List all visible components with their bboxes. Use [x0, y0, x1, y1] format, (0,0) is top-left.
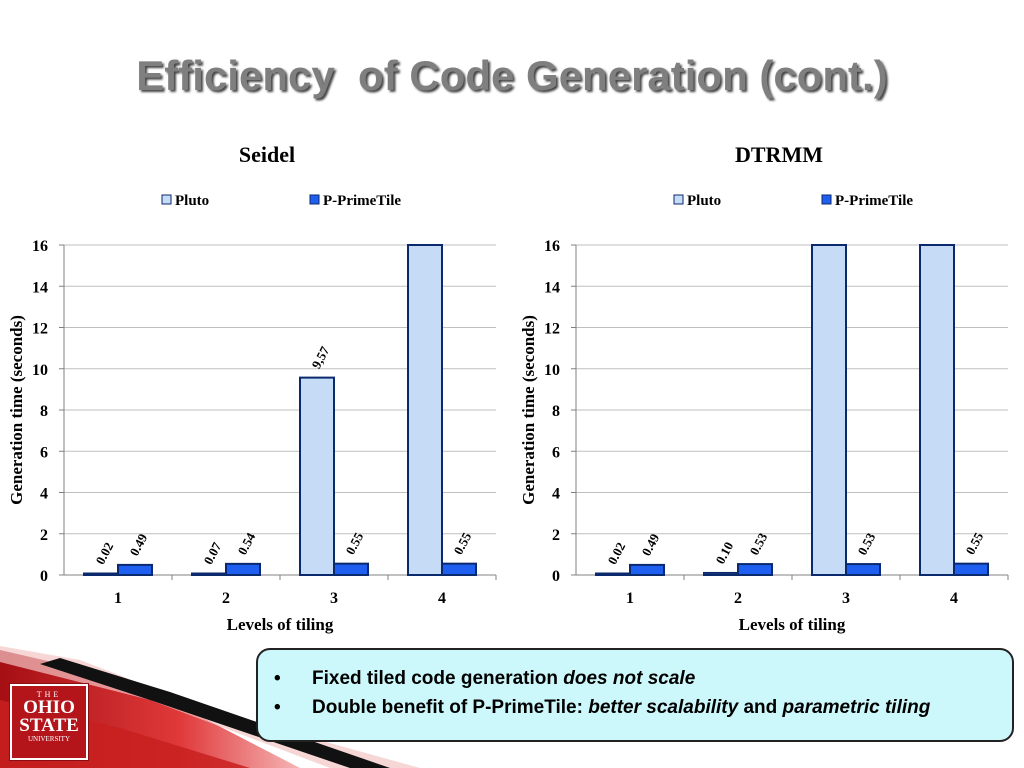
- seidel-data-label: 9,57: [308, 343, 332, 371]
- seidel-y-tick-label: 14: [32, 279, 48, 296]
- seidel-data-label: 0.07: [200, 539, 224, 567]
- seidel-legend-label-2: P-PrimeTile: [323, 193, 401, 209]
- seidel-chart: Seidel Pluto P-PrimeTile 0 2 4 6 8 10 12 14 16 1 0.02…: [7, 142, 497, 634]
- seidel-bar-pluto-3: [299, 376, 335, 576]
- seidel-y-tick-label: 8: [40, 403, 48, 420]
- seidel-y-axis-title: Generation time (seconds): [7, 315, 26, 505]
- seidel-y-tick-label: 16: [32, 238, 48, 255]
- seidel-x-tick-label: 2: [222, 590, 230, 607]
- seidel-y-tick-label: 4: [40, 486, 48, 503]
- seidel-legend-label-1: Pluto: [175, 193, 209, 209]
- seidel-x-axis-title: Levels of tiling: [227, 615, 334, 634]
- seidel-bar-pluto-1: [83, 572, 119, 576]
- seidel-y-tick-label: 10: [32, 362, 48, 379]
- dtrmm-data-label: 0.02: [604, 540, 628, 567]
- dtrmm-x-tick-label: 1: [626, 590, 634, 607]
- dtrmm-y-axis-title: Generation time (seconds): [519, 315, 538, 505]
- slide-title: Efficiency of Code Generation (cont.): [136, 52, 888, 99]
- seidel-y-tick-label: 2: [40, 527, 48, 544]
- dtrmm-legend-label-1: Pluto: [687, 193, 721, 209]
- dtrmm-data-label: 0.49: [638, 531, 662, 559]
- summary-callout: Fixed tiled code generation does not sca…: [256, 648, 1014, 742]
- ohio-state-logo: THE OHIO STATE UNIVERSITY: [9, 683, 89, 761]
- seidel-bar-pluto-4: [407, 244, 443, 576]
- dtrmm-legend-swatch-1: [673, 194, 684, 205]
- dtrmm-bar-pluto-1: [595, 572, 631, 576]
- dtrmm-y-tick-label: 14: [544, 279, 560, 296]
- dtrmm-y-tick-label: 2: [552, 527, 560, 544]
- dtrmm-bar-primetile-2: [737, 563, 773, 577]
- seidel-y-tick-label: 12: [32, 321, 48, 338]
- seidel-data-label: 0.49: [126, 531, 150, 559]
- bullet-no-scale: Fixed tiled code generation does not sca…: [270, 668, 1002, 690]
- seidel-bar-primetile-2: [225, 562, 261, 576]
- dtrmm-x-axis-title: Levels of tiling: [739, 615, 846, 634]
- dtrmm-y-tick-label: 4: [552, 486, 560, 503]
- dtrmm-bar-primetile-4: [953, 562, 989, 576]
- dtrmm-bar-primetile-1: [629, 563, 665, 576]
- seidel-x-tick-label: 3: [330, 590, 338, 607]
- dtrmm-bar-pluto-2: [703, 571, 739, 576]
- seidel-x-tick-label: 1: [114, 590, 122, 607]
- dtrmm-x-tick-label: 2: [734, 590, 742, 607]
- seidel-legend-swatch-2: [309, 194, 320, 205]
- dtrmm-legend-label-2: P-PrimeTile: [835, 193, 913, 209]
- dtrmm-y-tick-label: 12: [544, 321, 560, 338]
- dtrmm-bar-pluto-3: [811, 244, 847, 576]
- seidel-bar-primetile-1: [117, 563, 153, 576]
- dtrmm-y-tick-label: 16: [544, 238, 560, 255]
- dtrmm-x-tick-label: 4: [950, 590, 958, 607]
- seidel-x-tick-label: 4: [438, 590, 446, 607]
- dtrmm-x-tick-label: 3: [842, 590, 850, 607]
- seidel-legend-swatch-1: [161, 194, 172, 205]
- dtrmm-data-label: 0.10: [712, 539, 736, 566]
- dtrmm-chart-title: DTRMM: [735, 142, 823, 167]
- bullet-double-benefit: Double benefit of P-PrimeTile: better sc…: [270, 697, 1002, 719]
- dtrmm-y-tick-label: 8: [552, 403, 560, 420]
- seidel-chart-title: Seidel: [239, 142, 295, 167]
- dtrmm-y-tick-label: 0: [552, 568, 560, 585]
- dtrmm-bar-primetile-3: [845, 563, 881, 577]
- dtrmm-bar-pluto-4: [919, 244, 955, 576]
- seidel-y-tick-label: 0: [40, 568, 48, 585]
- seidel-y-tick-label: 6: [40, 444, 48, 461]
- dtrmm-y-tick-label: 6: [552, 444, 560, 461]
- seidel-bar-primetile-3: [333, 562, 369, 576]
- dtrmm-chart: DTRMM Pluto P-PrimeTile 0 2 4 6 8 10 12 14 16 1 0.02 0…: [519, 142, 1009, 634]
- dtrmm-legend-swatch-2: [821, 194, 832, 205]
- seidel-bar-primetile-4: [441, 562, 477, 576]
- seidel-data-label: 0.02: [92, 540, 116, 567]
- dtrmm-y-tick-label: 10: [544, 362, 560, 379]
- seidel-bar-pluto-2: [191, 572, 227, 576]
